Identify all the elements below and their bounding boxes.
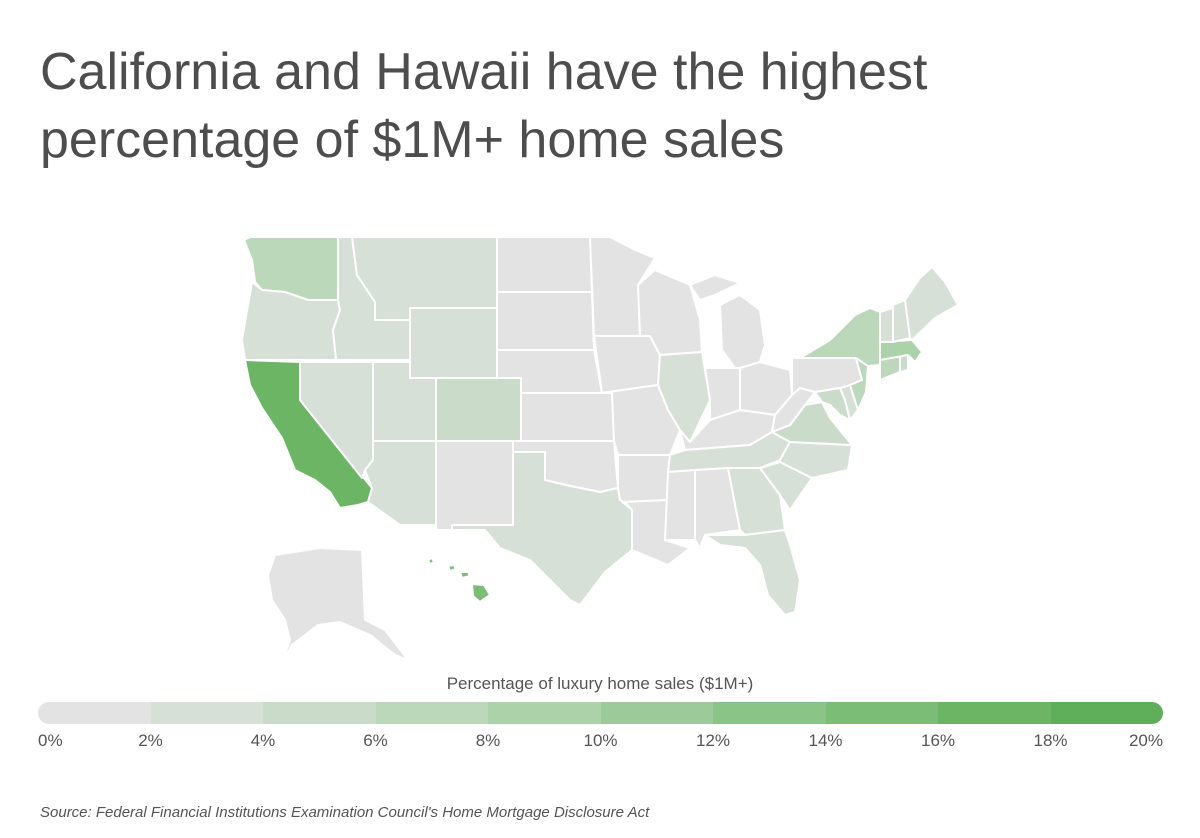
states-layer <box>241 236 959 664</box>
legend-tick-label: 20% <box>1128 731 1163 750</box>
legend-segment <box>713 702 826 724</box>
state-tx <box>451 451 633 606</box>
legend-color-scale <box>38 702 1163 724</box>
state-sd <box>496 291 595 351</box>
legend-tick-labels: 0% 2% 4% 6% 8% 10% 12% 14% 16% 18% 20% <box>38 731 1163 755</box>
state-ia <box>593 335 661 394</box>
state-vt <box>879 307 894 343</box>
legend-tick-label: 2% <box>138 731 163 750</box>
state-ny <box>799 307 883 367</box>
legend-tick-label: 4% <box>250 731 276 750</box>
state-fl <box>704 529 801 616</box>
state-ak <box>267 547 409 664</box>
state-ar <box>617 454 671 503</box>
legend-tick-label: 8% <box>475 731 501 750</box>
state-mi <box>689 274 766 369</box>
state-hi <box>427 557 491 603</box>
legend-segment <box>150 702 263 724</box>
chart-title-line-1: California and Hawaii have the highest <box>40 43 928 101</box>
legend-segment <box>938 702 1051 724</box>
legend-segment <box>38 702 151 724</box>
chart-title-line-2: percentage of $1M+ home sales <box>40 111 785 169</box>
legend-title: Percentage of luxury home sales ($1M+) <box>446 674 754 693</box>
legend-tick-label: 18% <box>1033 731 1068 750</box>
state-nd <box>496 236 593 293</box>
state-ri <box>899 354 909 373</box>
legend-tick-label: 10% <box>583 731 618 750</box>
legend-tick-label: 6% <box>363 731 388 750</box>
legend-segment <box>1050 702 1163 724</box>
legend-segment <box>263 702 376 724</box>
legend-tick-label: 16% <box>920 731 956 750</box>
legend-segment <box>488 702 601 724</box>
state-sc <box>759 461 813 511</box>
legend-segment <box>825 702 938 724</box>
source-note: Source: Federal Financial Institutions E… <box>40 804 650 821</box>
state-me <box>904 266 959 341</box>
state-az <box>364 440 437 526</box>
legend-segment <box>375 702 488 724</box>
legend-tick-label: 14% <box>808 731 843 750</box>
chart-title: California and Hawaii have the highest p… <box>40 38 1160 174</box>
state-wy <box>409 307 498 379</box>
legend-tick-label: 12% <box>695 731 731 750</box>
state-nm <box>435 440 514 531</box>
state-co <box>435 377 522 442</box>
legend-segment <box>600 702 713 724</box>
state-ms <box>664 469 696 541</box>
state-ks <box>520 392 615 442</box>
legend-tick-label: 0% <box>38 731 63 750</box>
